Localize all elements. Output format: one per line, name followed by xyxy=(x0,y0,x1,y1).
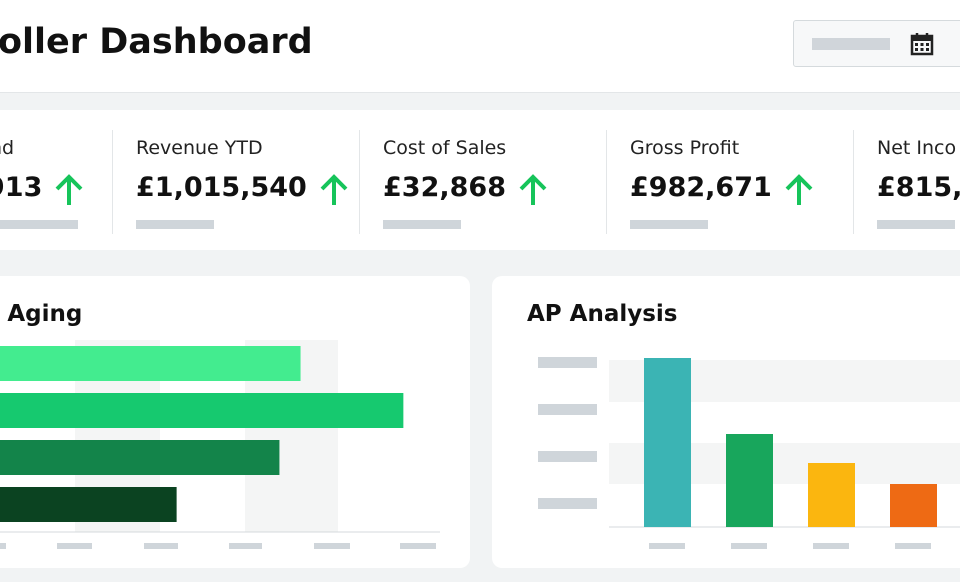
skeleton xyxy=(314,543,350,549)
up-arrow xyxy=(320,174,348,205)
bar xyxy=(0,440,280,475)
bar xyxy=(0,393,404,428)
bar xyxy=(726,434,773,527)
bar xyxy=(890,484,937,527)
skeleton xyxy=(57,543,92,549)
ap-chart xyxy=(538,357,960,549)
skeleton xyxy=(0,220,78,229)
separator xyxy=(853,130,854,234)
kpi-value: 913 xyxy=(0,172,43,203)
kpi-label: Gross Profit xyxy=(630,137,740,159)
separator xyxy=(359,130,360,234)
kpi-card: Net Inco £815,4 xyxy=(877,110,960,250)
skeleton xyxy=(813,543,849,549)
bar xyxy=(808,463,855,527)
skeleton xyxy=(538,404,597,415)
kpi-value: £815,4 xyxy=(877,172,960,203)
kpi-card: nd 913 xyxy=(0,110,220,250)
kpi-strip: nd 913 Revenue YTD £1,015,540 Cost of Sales £… xyxy=(0,110,960,250)
skeleton xyxy=(383,220,461,229)
aging-chart xyxy=(0,340,440,549)
skeleton xyxy=(538,498,597,509)
kpi-label: nd xyxy=(0,137,15,159)
kpi-card: Cost of Sales £32,868 xyxy=(383,110,603,250)
skeleton xyxy=(0,543,6,549)
skeleton xyxy=(538,451,597,462)
up-arrow xyxy=(519,174,547,205)
kpi-value: £982,671 xyxy=(630,172,772,203)
kpi-card: Revenue YTD £1,015,540 xyxy=(136,110,356,250)
calendar-icon xyxy=(910,33,934,56)
up-arrow xyxy=(55,174,83,205)
bar xyxy=(644,358,691,527)
placeholder xyxy=(812,38,890,50)
kpi-label: Revenue YTD xyxy=(136,137,263,159)
skeleton xyxy=(630,220,708,229)
kpi-value: £32,868 xyxy=(383,172,506,203)
aging-panel: r Aging xyxy=(0,276,470,568)
date-picker[interactable] xyxy=(793,20,960,67)
separator xyxy=(606,130,607,234)
separator xyxy=(112,130,113,234)
bar xyxy=(0,346,301,381)
panel-title: AP Analysis xyxy=(527,301,678,327)
page-title: oller Dashboard xyxy=(0,22,313,62)
skeleton xyxy=(538,357,597,368)
skeleton xyxy=(649,543,685,549)
skeleton xyxy=(400,543,436,549)
skeleton xyxy=(229,543,262,549)
skeleton xyxy=(731,543,767,549)
up-arrow xyxy=(785,174,813,205)
skeleton xyxy=(144,543,178,549)
header: oller Dashboard xyxy=(0,0,960,93)
skeleton xyxy=(877,220,955,229)
panel-title: r Aging xyxy=(0,301,83,327)
skeleton xyxy=(136,220,214,229)
skeleton xyxy=(895,543,931,549)
bar xyxy=(0,487,177,522)
ap-panel: AP Analysis xyxy=(492,276,960,568)
kpi-label: Net Inco xyxy=(877,137,957,159)
kpi-value: £1,015,540 xyxy=(136,172,307,203)
kpi-card: Gross Profit £982,671 xyxy=(630,110,850,250)
kpi-label: Cost of Sales xyxy=(383,137,507,159)
